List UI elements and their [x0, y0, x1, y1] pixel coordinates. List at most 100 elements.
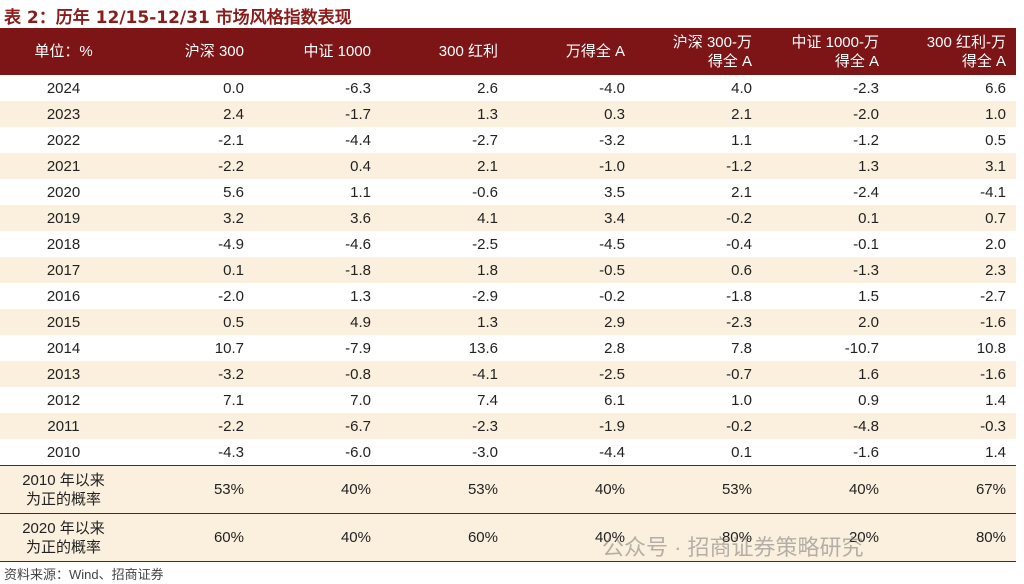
cell-line: 单位：%	[34, 43, 93, 60]
cell: 10.8	[976, 339, 1006, 357]
cell-line: 2020 年以来	[22, 519, 105, 537]
column-header: 沪深 300	[127, 28, 254, 75]
cell: 13.6	[468, 339, 498, 357]
table-row: 2021 -2.2 0.4 2.1 -1.0 -1.2 1.3 3.1	[0, 153, 1016, 179]
cell: 1.1	[731, 131, 752, 149]
cell: 20%	[762, 513, 889, 562]
table-row: 2017 0.1 -1.8 1.8 -0.5 0.6 -1.3 2.3	[0, 257, 1016, 283]
cell: 0.1	[762, 205, 889, 231]
column-header: 中证 1000	[254, 28, 381, 75]
cell: 0.5	[127, 309, 254, 335]
cell: 0.1	[127, 257, 254, 283]
cell: -4.6	[345, 235, 371, 253]
cell: 0.4	[254, 153, 381, 179]
table-row: 2018 -4.9 -4.6 -2.5 -4.5 -0.4 -0.1 2.0	[0, 231, 1016, 257]
row-label: 2012	[46, 391, 81, 409]
cell: 1.1	[350, 183, 371, 201]
cell: 0.9	[858, 391, 879, 409]
cell: 40%	[762, 465, 889, 514]
cell: 1.3	[350, 287, 371, 305]
cell: -1.3	[762, 257, 889, 283]
cell: -3.0	[472, 443, 498, 461]
column-header: 沪深 300-万 得全 A	[635, 28, 762, 75]
cell: 7.4	[477, 391, 498, 409]
table-row: 2016 -2.0 1.3 -2.9 -0.2 -1.8 1.5 -2.7	[0, 283, 1016, 309]
cell: 2.1	[731, 183, 752, 201]
cell-line: 沪深 300-万	[672, 33, 752, 51]
cell: -4.1	[980, 183, 1006, 201]
row-label: 2017	[0, 257, 127, 283]
cell: 80%	[889, 513, 1016, 562]
cell: 1.8	[381, 257, 508, 283]
cell: -1.2	[635, 153, 762, 179]
cell: 6.6	[985, 79, 1006, 97]
table-row: 2019 3.2 3.6 4.1 3.4 -0.2 0.1 0.7	[0, 205, 1016, 231]
cell: -4.0	[599, 79, 625, 97]
cell-line: 300 红利	[438, 43, 498, 60]
cell: -2.3	[853, 79, 879, 97]
cell: 5.6	[223, 183, 244, 201]
cell-line: 为正的概率	[25, 490, 101, 508]
cell: 7.1	[223, 391, 244, 409]
row-label: 2011	[0, 413, 127, 439]
cell: -4.5	[599, 235, 625, 253]
row-label: 2020 年以来 为正的概率	[0, 513, 127, 562]
cell: -0.4	[726, 235, 752, 253]
data-table: 单位：% 沪深 300 中证 1000 300 红利 万得全 A 沪深 300-万 得全 A…	[0, 28, 1016, 562]
cell: -3.2	[599, 131, 625, 149]
cell: -0.2	[599, 287, 625, 305]
table-row: 2012 7.1 7.0 7.4 6.1 1.0 0.9 1.4	[0, 387, 1016, 413]
row-label: 2018	[46, 235, 81, 253]
table-row: 2014 10.7 -7.9 13.6 2.8 7.8 -10.7 10.8	[0, 335, 1016, 361]
cell: -2.5	[508, 361, 635, 387]
cell: -6.3	[345, 79, 371, 97]
row-label: 2015	[0, 309, 127, 335]
cell: 53%	[381, 465, 508, 514]
cell: 2.8	[604, 339, 625, 357]
cell: -0.1	[853, 235, 879, 253]
row-label: 2020	[46, 183, 81, 201]
watermark: 公众号 · 招商证券策略研究	[602, 535, 864, 560]
cell: -6.7	[254, 413, 381, 439]
cell: 2.6	[477, 79, 498, 97]
cell: -2.3	[381, 413, 508, 439]
cell: -4.8	[762, 413, 889, 439]
cell-line: 300 红利-万	[926, 33, 1006, 51]
cell: 40%	[254, 513, 381, 562]
cell: -1.6	[853, 443, 879, 461]
table-row: 2011 -2.2 -6.7 -2.3 -1.9 -0.2 -4.8 -0.3	[0, 413, 1016, 439]
cell: 7.0	[350, 391, 371, 409]
cell: 1.4	[985, 391, 1006, 409]
cell: 10.7	[214, 339, 244, 357]
cell: 2.1	[381, 153, 508, 179]
cell: 2.0	[985, 235, 1006, 253]
cell: -2.5	[472, 235, 498, 253]
cell: -2.0	[762, 101, 889, 127]
cell: 3.5	[604, 183, 625, 201]
cell-line: 得全 A	[834, 52, 879, 70]
cell: 1.0	[731, 391, 752, 409]
cell: 40%	[508, 513, 635, 562]
cell: -1.9	[508, 413, 635, 439]
cell: -4.1	[381, 361, 508, 387]
cell: -1.0	[508, 153, 635, 179]
cell: -0.2	[635, 413, 762, 439]
cell: -2.0	[218, 287, 244, 305]
cell: 60%	[381, 513, 508, 562]
row-label: 2019	[0, 205, 127, 231]
table-title: 表 2：历年 12/15-12/31 市场风格指数表现	[4, 8, 352, 28]
cell: 1.3	[762, 153, 889, 179]
cell-line: 沪深 300	[184, 43, 244, 60]
table-row: 2022 -2.1 -4.4 -2.7 -3.2 1.1 -1.2 0.5	[0, 127, 1016, 153]
column-header: 单位：%	[0, 28, 127, 75]
source-note: 资料来源：Wind、招商证券	[4, 567, 164, 582]
cell: 3.1	[889, 153, 1016, 179]
cell-line: 万得全 A	[565, 43, 625, 60]
cell-line: 为正的概率	[25, 538, 101, 556]
cell: 1.0	[889, 101, 1016, 127]
cell: 53%	[635, 465, 762, 514]
cell: 1.3	[381, 101, 508, 127]
table-row: 2023 2.4 -1.7 1.3 0.3 2.1 -2.0 1.0	[0, 101, 1016, 127]
cell: -6.0	[345, 443, 371, 461]
